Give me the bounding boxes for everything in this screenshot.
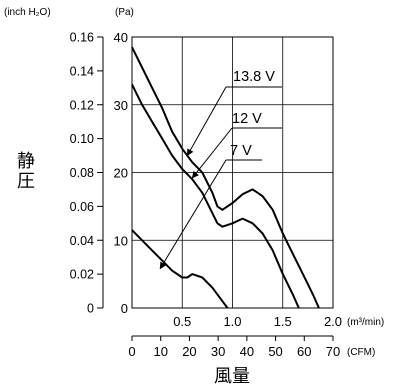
pa-tick-label: 40	[114, 30, 128, 45]
series-label-arrow	[191, 127, 233, 179]
pa-tick-label: 0	[121, 301, 128, 316]
m3-tick-label: 0.5	[173, 314, 191, 329]
inch-tick-label: 0.08	[70, 166, 94, 180]
series-curve	[131, 83, 300, 309]
m3-unit-label: (m³/min)	[347, 317, 384, 328]
m3-tick-label: 1.5	[274, 314, 292, 329]
plot-border	[131, 36, 334, 309]
series-label: 12 V	[232, 111, 262, 127]
pa-unit-label: (Pa)	[115, 7, 134, 18]
inch-tick-label: 0	[87, 302, 94, 316]
series-curve	[131, 46, 320, 309]
inch-unit-label: (inch H₂O)	[4, 7, 51, 18]
cfm-tick-label: 60	[297, 344, 311, 359]
pa-tick-label: 20	[114, 166, 128, 181]
cfm-tick-label: 70	[326, 344, 340, 359]
cfm-tick-label: 30	[211, 344, 225, 359]
plot-frame	[131, 36, 334, 309]
y-axis-title: 静圧	[17, 151, 35, 192]
series-label-arrow	[186, 86, 227, 157]
inch-tick-label: 0.04	[70, 234, 94, 248]
series-label: 13.8 V	[233, 69, 275, 85]
inch-tick-label: 0.06	[70, 200, 94, 214]
y-axis-title-char: 圧	[17, 171, 35, 192]
pa-tick-label: 30	[114, 98, 128, 113]
series-curves	[131, 46, 320, 309]
inch-tick-label: 0.16	[70, 31, 94, 45]
inch-tick-label: 0.12	[70, 98, 94, 112]
grid-lines	[132, 37, 333, 308]
m3-tick-label: 1.0	[223, 314, 241, 329]
axes: 0 0.02 0.04 0.06 0.08 0.10 0.12 0.14 0.16 0 10 20 30…	[70, 30, 342, 359]
inch-tick-label: 0.02	[70, 268, 94, 282]
inch-tick-label: 0.14	[70, 64, 94, 78]
series-curve	[131, 229, 229, 309]
y-axis-title-char: 静	[17, 151, 35, 172]
m3-tick-label: 2.0	[324, 314, 342, 329]
cfm-tick-label: 40	[240, 344, 254, 359]
cfm-tick-label: 10	[153, 344, 167, 359]
cfm-tick-label: 20	[182, 344, 196, 359]
cfm-tick-label: 0	[128, 344, 135, 359]
x-axis-title: 風量	[214, 366, 250, 387]
series-label-arrow	[159, 159, 227, 270]
series-label: 7 V	[230, 143, 252, 159]
pa-tick-label: 10	[114, 233, 128, 248]
inch-tick-label: 0.10	[70, 132, 94, 146]
cfm-unit-label: (CFM)	[347, 347, 375, 358]
cfm-tick-label: 50	[268, 344, 282, 359]
